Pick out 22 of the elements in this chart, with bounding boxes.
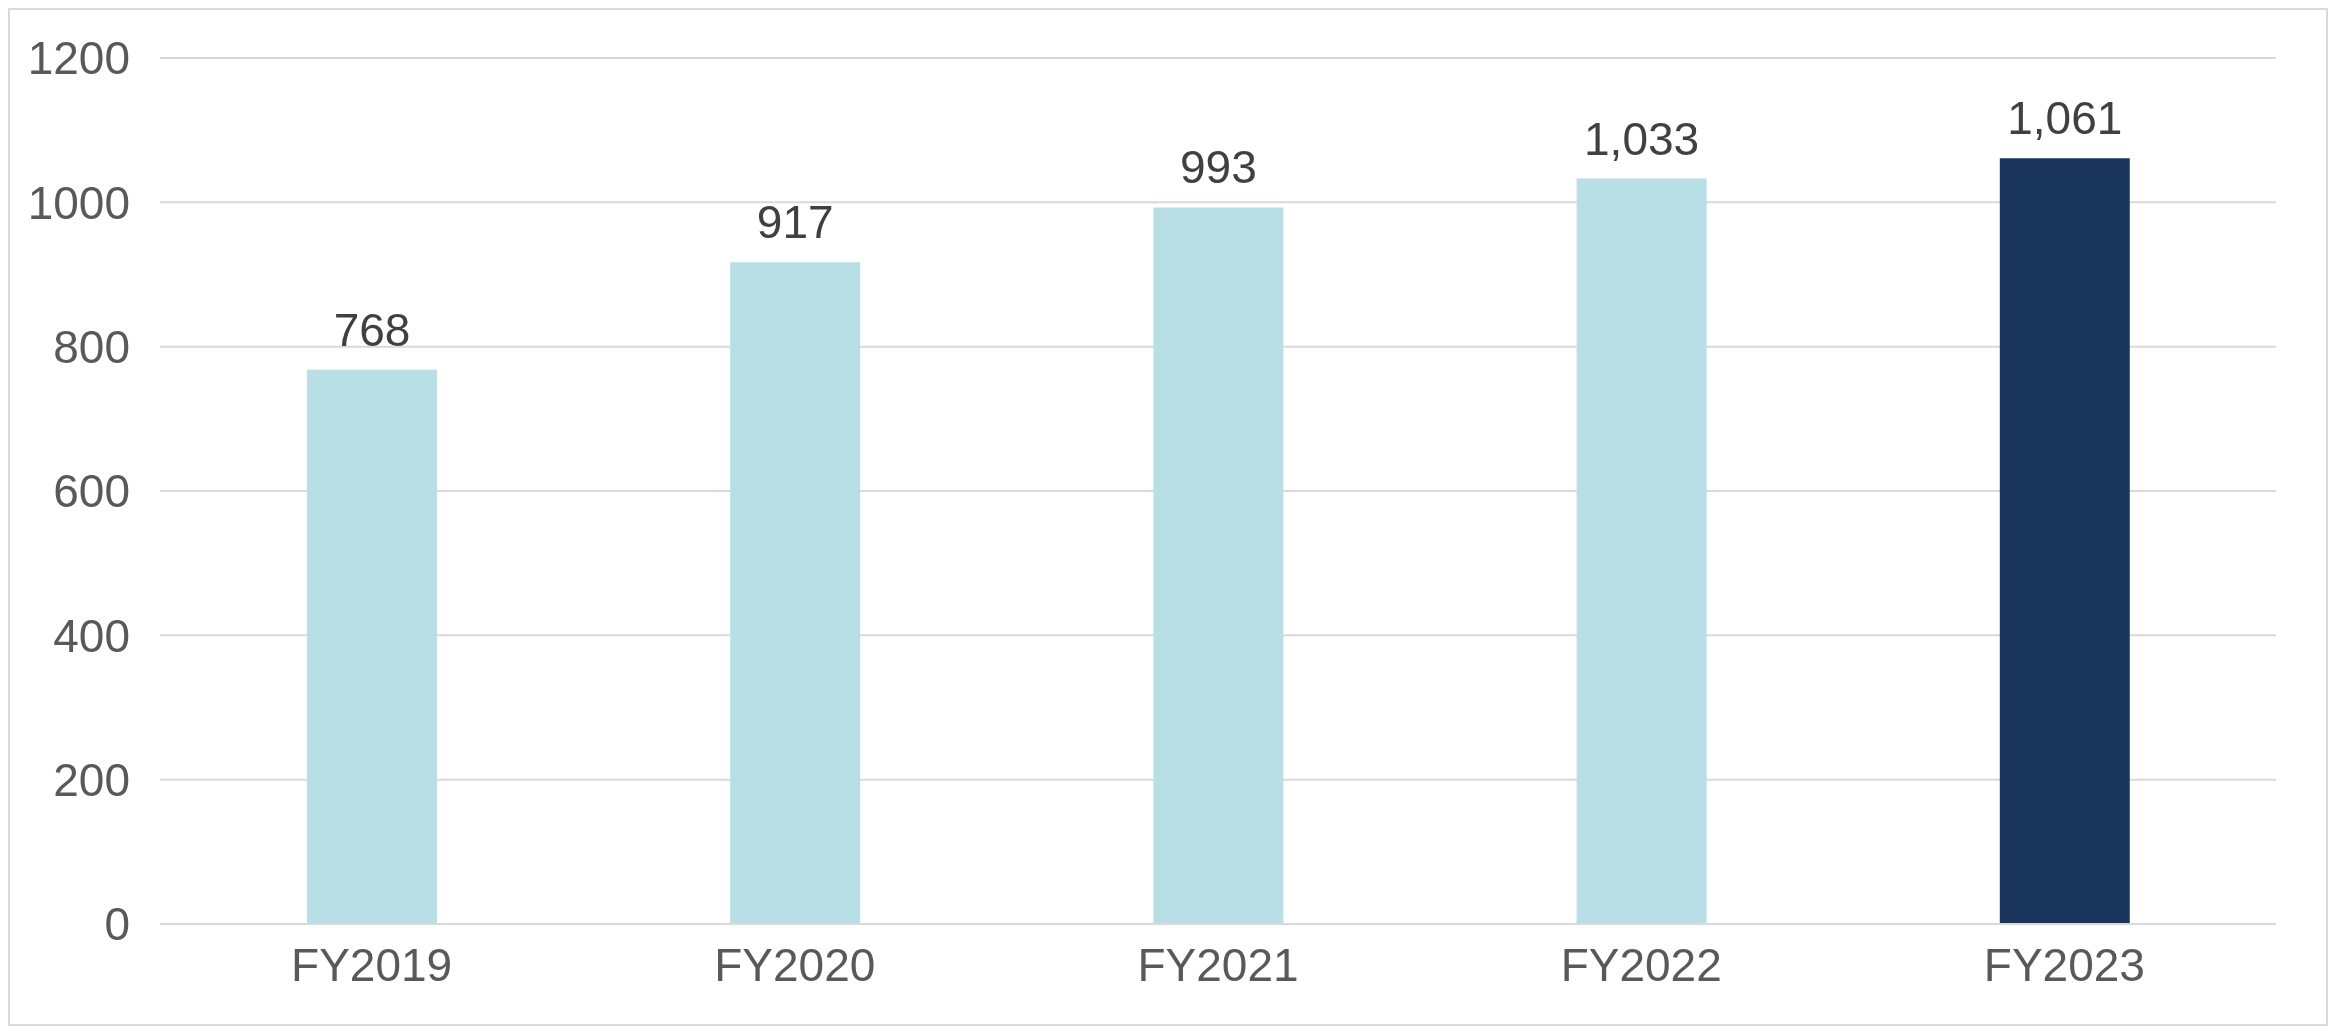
y-tick-label: 1200 [27,32,130,85]
x-tick-label: FY2020 [714,938,876,991]
bar [307,369,437,924]
data-label: 1,033 [1584,112,1700,165]
data-label: 917 [756,196,834,249]
y-tick-label: 400 [53,609,130,662]
data-label: 1,061 [2007,92,2123,145]
data-label: 768 [333,303,411,356]
x-tick-label: FY2023 [1983,938,2145,991]
y-tick-label: 1000 [27,176,130,229]
bar [730,262,861,924]
y-tick-label: 600 [53,465,130,518]
data-label: 993 [1180,141,1257,194]
bar [1999,158,2130,924]
y-tick-label: 800 [53,321,130,373]
x-tick-label: FY2021 [1137,938,1299,991]
y-tick-label: 200 [53,754,130,806]
y-tick-label: 0 [104,898,130,951]
bar [1153,207,1284,924]
bar [1576,178,1707,924]
x-tick-label: FY2022 [1560,938,1722,991]
x-tick-label: FY2019 [291,938,453,991]
